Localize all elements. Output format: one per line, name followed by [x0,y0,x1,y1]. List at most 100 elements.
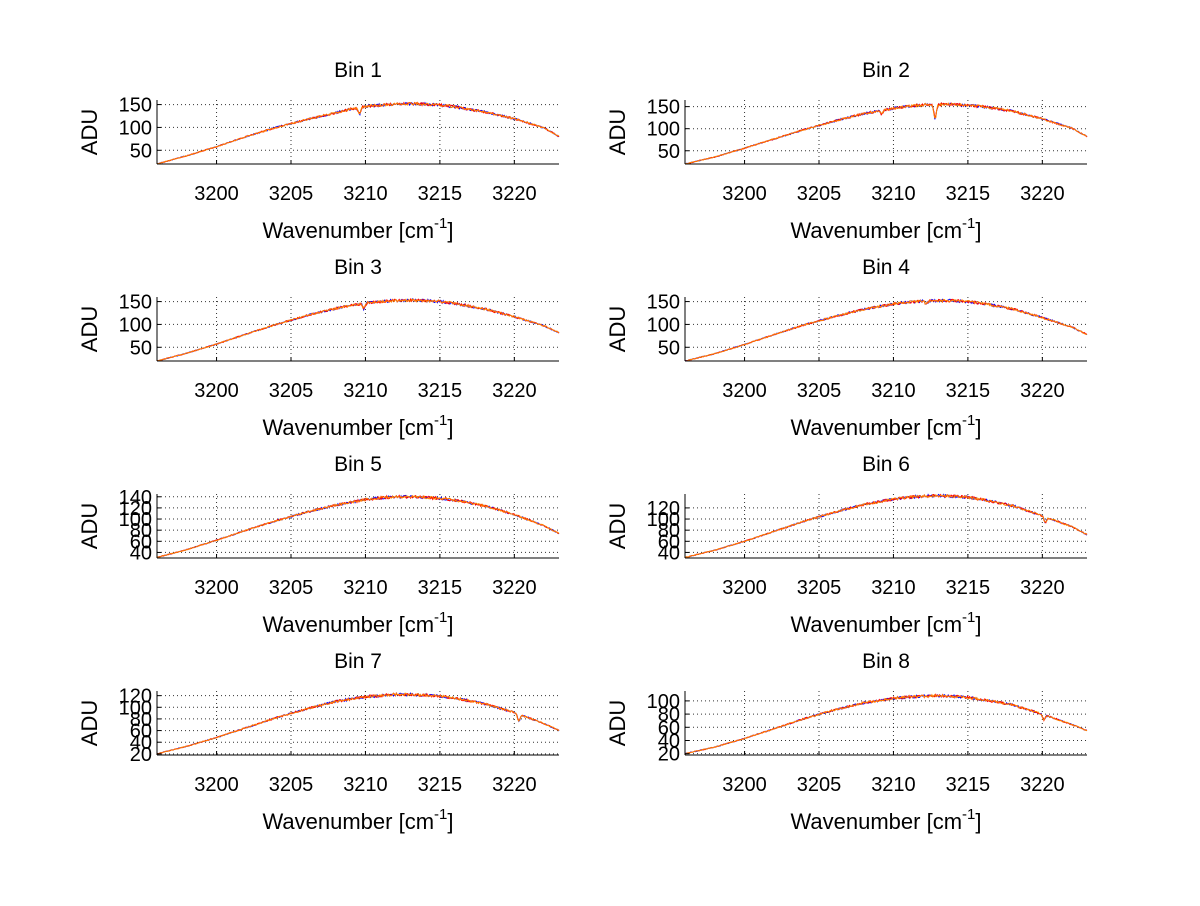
y-tick-label: 50 [130,140,152,162]
y-tick-label: 100 [647,314,680,336]
x-axis-label-main: Wavenumber [cm [262,809,434,834]
x-axis-label-main: Wavenumber [cm [262,415,434,440]
series-line [685,101,1088,165]
x-tick-label: 3205 [797,577,842,599]
x-axis-label-sup: -1 [962,609,975,626]
x-axis-label: Wavenumber [cm-1] [262,215,453,243]
x-axis-label-sup: -1 [434,806,447,823]
x-tick-label: 3210 [343,774,388,796]
x-tick-label: 3210 [343,577,388,599]
series-line [156,494,560,559]
y-axis-label: ADU [605,503,630,549]
x-tick-label: 3210 [343,380,388,402]
x-tick-label: 3215 [418,774,463,796]
y-tick-label: 120 [119,498,152,520]
series-line [156,692,560,755]
y-tick-label: 40 [130,542,152,564]
series-line [684,298,1088,362]
series-line [156,297,560,362]
y-tick-label: 120 [647,498,680,520]
x-axis-label-sup: -1 [962,806,975,823]
x-tick-label: 3205 [797,774,842,796]
x-axis-label: Wavenumber [cm-1] [790,412,981,440]
subplot-title: Bin 1 [334,59,382,82]
x-axis-label: Wavenumber [cm-1] [790,609,981,637]
x-tick-label: 3200 [722,577,767,599]
x-tick-label: 3215 [418,577,463,599]
x-tick-label: 3200 [194,380,239,402]
series-line [156,494,560,559]
x-axis-label-sup: -1 [434,609,447,626]
y-tick-label: 150 [119,95,152,117]
x-tick-label: 3205 [797,380,842,402]
x-tick-label: 3215 [418,183,463,205]
x-axis-label: Wavenumber [cm-1] [262,609,453,637]
x-axis-label-sup: -1 [434,412,447,429]
x-axis-label-end: ] [447,809,453,834]
x-axis-label-end: ] [975,218,981,243]
x-tick-label: 3200 [722,183,767,205]
y-tick-label: 150 [647,292,680,314]
y-tick-label: 20 [130,744,152,766]
x-tick-label: 3215 [946,774,991,796]
x-axis-label-main: Wavenumber [cm [790,415,962,440]
x-tick-label: 3200 [194,774,239,796]
y-axis-label: ADU [77,306,102,352]
series-line [684,298,1088,362]
x-tick-label: 3215 [946,577,991,599]
x-axis-label: Wavenumber [cm-1] [790,806,981,834]
x-axis-label-main: Wavenumber [cm [262,612,434,637]
y-tick-label: 60 [658,531,680,553]
series-line [684,298,1088,362]
y-tick-label: 40 [658,542,680,564]
x-tick-label: 3220 [1020,183,1065,205]
x-axis-label-main: Wavenumber [cm [262,218,434,243]
x-tick-label: 3220 [492,380,537,402]
y-tick-label: 40 [658,730,680,752]
y-tick-label: 100 [119,697,152,719]
x-axis-label-main: Wavenumber [cm [790,809,962,834]
series-line [156,298,559,362]
x-tick-label: 3205 [269,380,314,402]
x-axis-label: Wavenumber [cm-1] [790,215,981,243]
y-tick-label: 60 [658,717,680,739]
subplot-title: Bin 3 [334,256,382,279]
series-line [684,493,1088,559]
y-tick-label: 150 [647,97,680,119]
x-tick-label: 3200 [722,380,767,402]
subplot-title: Bin 5 [334,453,382,476]
x-tick-label: 3205 [269,183,314,205]
x-axis-label-sup: -1 [434,215,447,232]
y-axis-label: ADU [605,306,630,352]
subplot-title: Bin 8 [862,650,910,673]
series-line [156,692,560,755]
x-axis-label-end: ] [975,612,981,637]
x-tick-label: 3205 [269,577,314,599]
x-tick-label: 3220 [1020,577,1065,599]
x-tick-label: 3210 [871,774,916,796]
y-tick-label: 60 [130,721,152,743]
x-axis-label-main: Wavenumber [cm [790,218,962,243]
x-axis-label: Wavenumber [cm-1] [262,806,453,834]
y-tick-label: 150 [119,292,152,314]
x-tick-label: 3220 [492,774,537,796]
x-tick-label: 3220 [1020,380,1065,402]
series-line [684,693,1088,755]
y-tick-label: 80 [658,704,680,726]
x-tick-label: 3215 [418,380,463,402]
series-line [684,693,1088,755]
series-line [684,493,1088,559]
y-axis-label: ADU [77,700,102,746]
x-axis-label-end: ] [975,415,981,440]
subplot-title: Bin 6 [862,453,910,476]
y-tick-label: 100 [647,509,680,531]
x-tick-label: 3220 [492,183,537,205]
x-tick-label: 3200 [722,774,767,796]
x-axis-label-end: ] [975,809,981,834]
series-line [684,693,1088,755]
y-tick-label: 100 [119,509,152,531]
